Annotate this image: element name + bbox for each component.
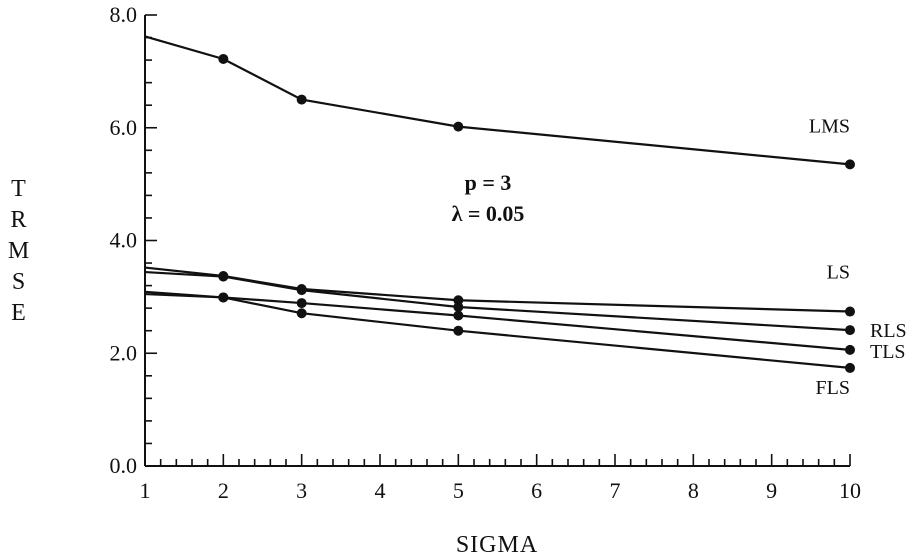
y-axis-title-letter: R [10, 207, 27, 233]
data-point-fls [845, 362, 855, 373]
data-point-lms [453, 121, 464, 132]
data-point-tls [296, 298, 307, 309]
y-axis-title-letter: T [11, 176, 27, 202]
data-point-rls [453, 302, 464, 313]
series-label-rls: RLS [870, 320, 907, 342]
x-tick-label: 10 [839, 478, 861, 503]
x-tick-label: 6 [531, 478, 542, 503]
annotation-lambda: λ = 0.05 [452, 201, 525, 226]
y-axis-title-letter: S [12, 269, 26, 295]
data-point-tls [845, 344, 855, 355]
data-point-rls [845, 325, 855, 336]
y-tick-label: 0.0 [110, 453, 138, 478]
y-tick-label: 6.0 [110, 115, 138, 140]
data-point-fls [296, 308, 307, 319]
series-label-fls: FLS [816, 377, 850, 399]
y-tick-label: 2.0 [110, 340, 138, 365]
x-tick-label: 4 [375, 478, 386, 503]
y-axis-title-letter: M [8, 238, 30, 264]
x-axis-title: SIGMA [456, 532, 538, 555]
y-tick-label: 8.0 [110, 2, 138, 27]
series-label-lms: LMS [809, 115, 850, 137]
series-label-tls: TLS [870, 341, 906, 363]
x-tick-label: 1 [140, 478, 151, 503]
x-tick-label: 5 [453, 478, 464, 503]
x-tick-label: 7 [610, 478, 621, 503]
data-point-fls [218, 292, 229, 303]
data-point-rls [218, 271, 229, 282]
data-point-lms [218, 53, 229, 64]
x-tick-label: 9 [766, 478, 777, 503]
series-line-fls [144, 292, 851, 370]
data-point-lms [845, 159, 855, 170]
data-point-ls [845, 306, 855, 317]
series-group [144, 35, 855, 373]
series-label-ls: LS [827, 262, 850, 284]
tick-labels: 1 2 3 4 5 6 7 8 9 10 0.0 2.0 4.0 6.0 8.0 [110, 2, 862, 503]
x-tick-label: 2 [218, 478, 229, 503]
series-line-ls [144, 266, 851, 313]
data-point-lms [296, 94, 307, 105]
axes [144, 15, 850, 467]
y-tick-label: 4.0 [110, 228, 138, 253]
data-point-tls [453, 310, 464, 321]
data-point-rls [296, 285, 307, 296]
x-tick-label: 3 [296, 478, 307, 503]
series-line-lms [144, 35, 851, 166]
data-point-fls [453, 325, 464, 336]
ticks [144, 14, 851, 467]
annotation-p: p = 3 [465, 170, 512, 195]
y-axis-title-letter: E [11, 300, 27, 326]
x-tick-label: 8 [688, 478, 699, 503]
